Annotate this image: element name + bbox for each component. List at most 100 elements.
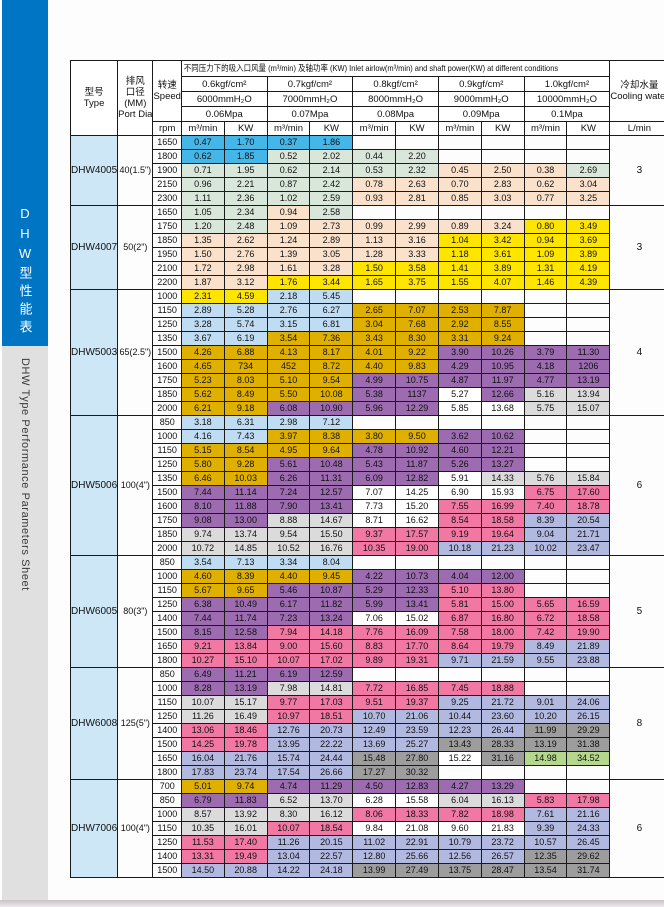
data-cell: 2.36 [223, 191, 268, 206]
data-cell: 6.87 [437, 611, 482, 626]
data-cell: 1.76 [266, 275, 311, 290]
data-cell: 21.83 [480, 821, 525, 836]
data-cell: 10.92 [395, 443, 439, 458]
data-cell: 31.16 [480, 751, 525, 766]
data-cell: 19.64 [480, 527, 525, 542]
data-cell: 3.90 [437, 345, 482, 360]
data-cell: 4.60 [437, 443, 482, 458]
rpm-cell: 1400 [152, 611, 182, 626]
data-cell: 10.08 [309, 387, 354, 402]
data-cell: 5.65 [523, 597, 568, 612]
data-cell: 29.29 [566, 723, 611, 738]
port-cell: 50(2") [117, 205, 154, 290]
unit-power-0: KW [223, 121, 268, 136]
table-row: 1150 2.89 5.28 2.76 6.27 2.65 7.07 2.53 7.87 [71, 303, 664, 318]
data-cell: 21.06 [395, 709, 439, 724]
data-cell: 13.92 [223, 807, 268, 822]
table-row: 1250 5.80 9.28 5.61 10.48 5.43 11.87 5.26 13.27 [71, 457, 664, 472]
data-cell: 23.72 [480, 835, 525, 850]
data-cell: 5.38 [352, 387, 397, 402]
data-cell: 11.29 [309, 779, 354, 794]
data-cell: 12.00 [480, 569, 525, 584]
data-cell: 29.62 [566, 849, 611, 864]
rpm-cell: 1850 [152, 387, 182, 402]
data-cell: 1.13 [352, 233, 397, 248]
data-cell: 11.83 [223, 793, 268, 808]
data-cell: 9.54 [266, 527, 311, 542]
data-cell: 8.30 [266, 807, 311, 822]
data-cell: 2.98 [266, 415, 311, 430]
data-cell: 4.74 [266, 779, 311, 794]
data-cell: 12.76 [266, 723, 311, 738]
rpm-cell: 1000 [152, 681, 182, 696]
data-cell: 9.21 [180, 639, 225, 654]
data-cell [566, 457, 611, 472]
data-cell: 2.50 [480, 163, 525, 178]
data-cell [523, 583, 568, 598]
table-row: DHW5003 65(2.5") 1000 2.31 4.59 2.18 5.45 4 [69, 289, 664, 416]
data-cell: 7.45 [437, 681, 482, 696]
data-cell: 6.04 [437, 793, 482, 808]
table-row: 1800 17.83 23.74 17.54 26.66 17.27 30.32 [71, 765, 664, 780]
table-row: 2150 0.96 2.21 0.87 2.42 0.78 2.63 0.70 2.83 0.62… [71, 177, 664, 192]
rpm-cell: 1250 [152, 835, 182, 850]
pressure-kgf-1: 0.7kgf/cm² [266, 76, 354, 92]
data-cell: 10.26 [480, 345, 525, 360]
pressure-kgf-2: 0.8kgf/cm² [352, 76, 439, 92]
data-cell: 0.85 [437, 191, 482, 206]
data-cell: 10.72 [180, 541, 225, 556]
data-cell [395, 135, 439, 150]
data-cell: 9.89 [352, 653, 397, 668]
data-cell: 10.79 [437, 835, 482, 850]
data-cell: 3.15 [266, 317, 311, 332]
table-row: 1150 10.35 16.01 10.07 18.54 9.84 21.08 9.60 21.… [71, 821, 664, 836]
data-cell: 34.52 [566, 751, 611, 766]
data-cell: 9.24 [480, 331, 525, 346]
data-cell [437, 667, 482, 682]
data-cell: 9.25 [437, 695, 482, 710]
sidebar: DHW型性能表 DHW Type Performance Parameters … [2, 0, 48, 900]
data-cell [566, 289, 611, 304]
data-cell: 2.99 [395, 219, 439, 234]
rpm-cell: 1250 [152, 457, 182, 472]
data-cell: 1.18 [437, 247, 482, 262]
data-cell: 1.65 [352, 275, 397, 290]
data-cell: 13.19 [523, 737, 568, 752]
data-cell: 0.78 [352, 177, 397, 192]
model-cell: DHW7006 [69, 779, 119, 878]
col-header-speed: 转速 Speed [152, 60, 182, 122]
data-cell: 7.43 [223, 429, 268, 444]
data-cell: 13.68 [480, 401, 525, 416]
data-cell: 10.27 [180, 653, 225, 668]
data-cell: 19.31 [395, 653, 439, 668]
data-cell [480, 289, 525, 304]
data-cell: 9.45 [309, 569, 354, 584]
data-cell: 3.18 [180, 415, 225, 430]
rpm-cell: 1750 [152, 513, 182, 528]
data-cell: 4.07 [480, 275, 525, 290]
data-cell: 21.71 [566, 527, 611, 542]
data-cell: 1206 [566, 359, 611, 374]
data-cell [566, 303, 611, 318]
data-cell: 27.49 [395, 863, 439, 878]
table-row: 2000 6.21 9.18 6.08 10.90 5.96 12.29 5.85 13.68 5… [71, 401, 664, 416]
data-cell: 8.64 [437, 639, 482, 654]
data-cell: 23.59 [395, 723, 439, 738]
cooling-cell: 3 [609, 135, 664, 206]
data-cell: 8.55 [480, 317, 525, 332]
data-cell: 12.59 [309, 667, 354, 682]
data-cell: 4.78 [352, 443, 397, 458]
data-cell [523, 149, 568, 164]
data-cell: 13.99 [352, 863, 397, 878]
table-row: 1650 9.21 13.84 9.00 15.60 8.83 17.70 8.64 19.79… [71, 639, 664, 654]
data-cell [437, 289, 482, 304]
rpm-cell: 1600 [152, 359, 182, 374]
cooling-cell: 8 [609, 667, 664, 780]
data-cell: 10.35 [352, 541, 397, 556]
data-cell: 2.65 [352, 303, 397, 318]
rpm-cell: 2100 [152, 261, 182, 276]
data-cell [523, 205, 568, 220]
data-cell [437, 415, 482, 430]
unit-power-1: KW [309, 121, 354, 136]
data-cell: 3.49 [566, 219, 611, 234]
